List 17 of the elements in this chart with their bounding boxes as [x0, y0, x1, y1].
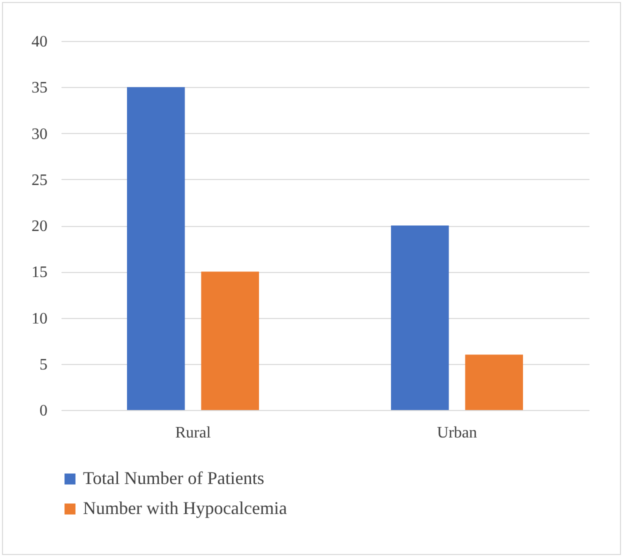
bar — [201, 272, 259, 410]
y-tick-label: 25 — [32, 172, 48, 189]
bar — [127, 87, 185, 410]
y-tick-label: 15 — [32, 264, 48, 282]
x-tick-label: Rural — [175, 424, 212, 442]
y-tick-label: 30 — [32, 126, 48, 143]
x-tick-label: Urban — [437, 424, 477, 442]
legend-label: Total Number of Patients — [83, 468, 264, 488]
y-tick-label: 35 — [32, 80, 48, 97]
bar — [391, 226, 449, 410]
y-tick-label: 40 — [32, 34, 48, 50]
legend-label: Number with Hypocalcemia — [83, 498, 287, 518]
y-tick-label: 20 — [32, 218, 48, 235]
y-tick-label: 5 — [40, 356, 48, 374]
y-tick-label: 10 — [32, 310, 48, 328]
bar — [465, 354, 523, 410]
y-tick-label: 0 — [40, 402, 48, 420]
